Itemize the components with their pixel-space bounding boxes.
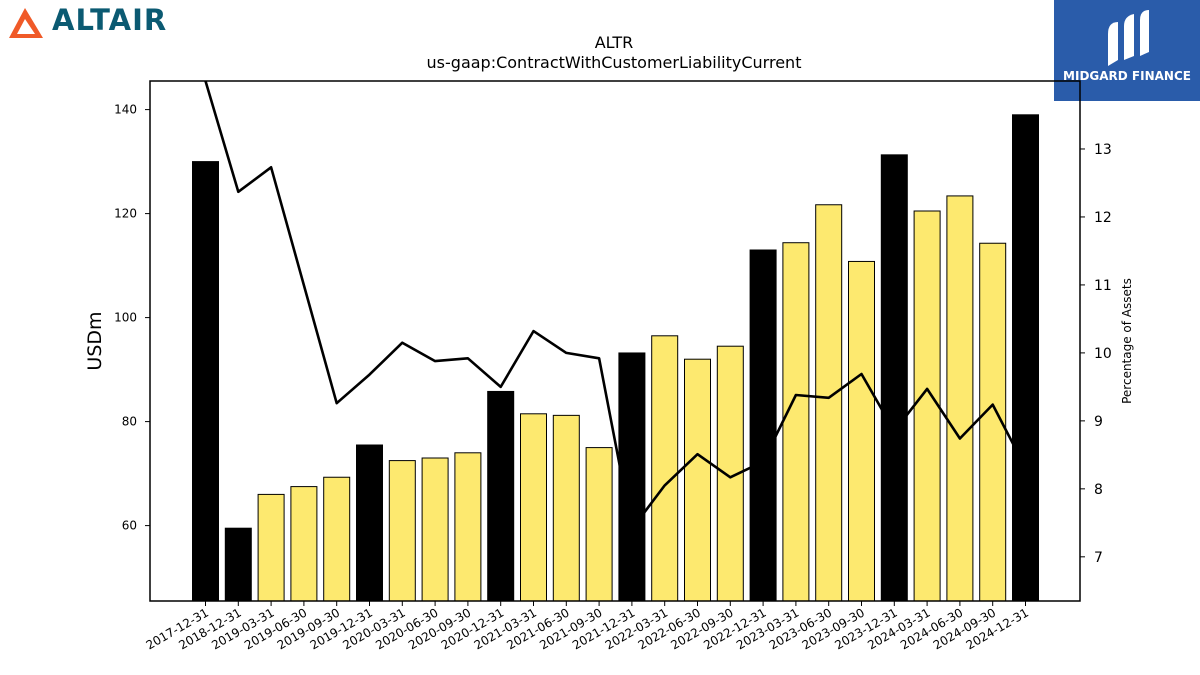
chart-title: ALTR xyxy=(595,33,634,52)
y2-tick-label: 12 xyxy=(1094,210,1112,226)
bar xyxy=(880,154,908,602)
bar xyxy=(192,161,219,602)
y2-axis-label: Percentage of Assets xyxy=(1120,278,1134,404)
bar-series xyxy=(192,114,1039,602)
y-tick-label: 60 xyxy=(122,519,137,533)
bar xyxy=(913,210,941,602)
bar xyxy=(520,413,547,602)
midgard-logo-icon xyxy=(1108,10,1149,66)
bar xyxy=(848,260,875,602)
percentage-line xyxy=(204,80,1027,531)
bar xyxy=(257,493,285,602)
bar xyxy=(585,447,613,602)
bar xyxy=(487,390,515,602)
watermark-text: MIDGARD FINANCE xyxy=(1063,69,1191,83)
y-tick-label: 140 xyxy=(114,103,137,117)
y-tick-label: 100 xyxy=(114,311,137,325)
y-tick-label: 120 xyxy=(114,207,137,221)
altair-logo xyxy=(5,4,185,44)
y-axis-label: USDm xyxy=(84,311,106,370)
bar xyxy=(552,414,580,602)
bar xyxy=(356,444,383,602)
bar xyxy=(782,242,810,602)
bar xyxy=(651,335,679,602)
y2-tick-label: 8 xyxy=(1094,482,1103,498)
bar xyxy=(421,457,449,602)
y2-tick-label: 7 xyxy=(1094,550,1103,566)
bar xyxy=(290,486,318,602)
y2-tick-label: 13 xyxy=(1094,142,1112,158)
y2-tick-label: 10 xyxy=(1094,346,1112,362)
x-axis: 2017-12-312018-12-312019-03-312019-06-30… xyxy=(144,601,1031,652)
bar xyxy=(224,527,252,602)
y-tick-label: 80 xyxy=(122,415,137,429)
y-axis-left: 60 80 100 120 140 xyxy=(114,103,150,533)
chart-subtitle: us-gaap:ContractWithCustomerLiabilityCur… xyxy=(427,53,802,72)
brand-name: ALTAIR xyxy=(52,3,168,37)
y-axis-right: 7 8 9 10 11 12 13 xyxy=(1080,142,1112,566)
bar xyxy=(454,452,482,602)
y2-tick-label: 11 xyxy=(1094,278,1112,294)
plot-frame xyxy=(149,80,1081,602)
midgard-logo: MIDGARD FINANCE xyxy=(1054,0,1200,101)
bar xyxy=(684,358,711,602)
bar xyxy=(946,195,974,602)
altair-logo-icon xyxy=(9,8,43,38)
bar xyxy=(388,460,416,602)
bar xyxy=(749,249,777,602)
bar xyxy=(815,204,843,602)
y2-tick-label: 9 xyxy=(1094,414,1103,430)
bar xyxy=(323,476,351,602)
bar xyxy=(1012,114,1039,602)
